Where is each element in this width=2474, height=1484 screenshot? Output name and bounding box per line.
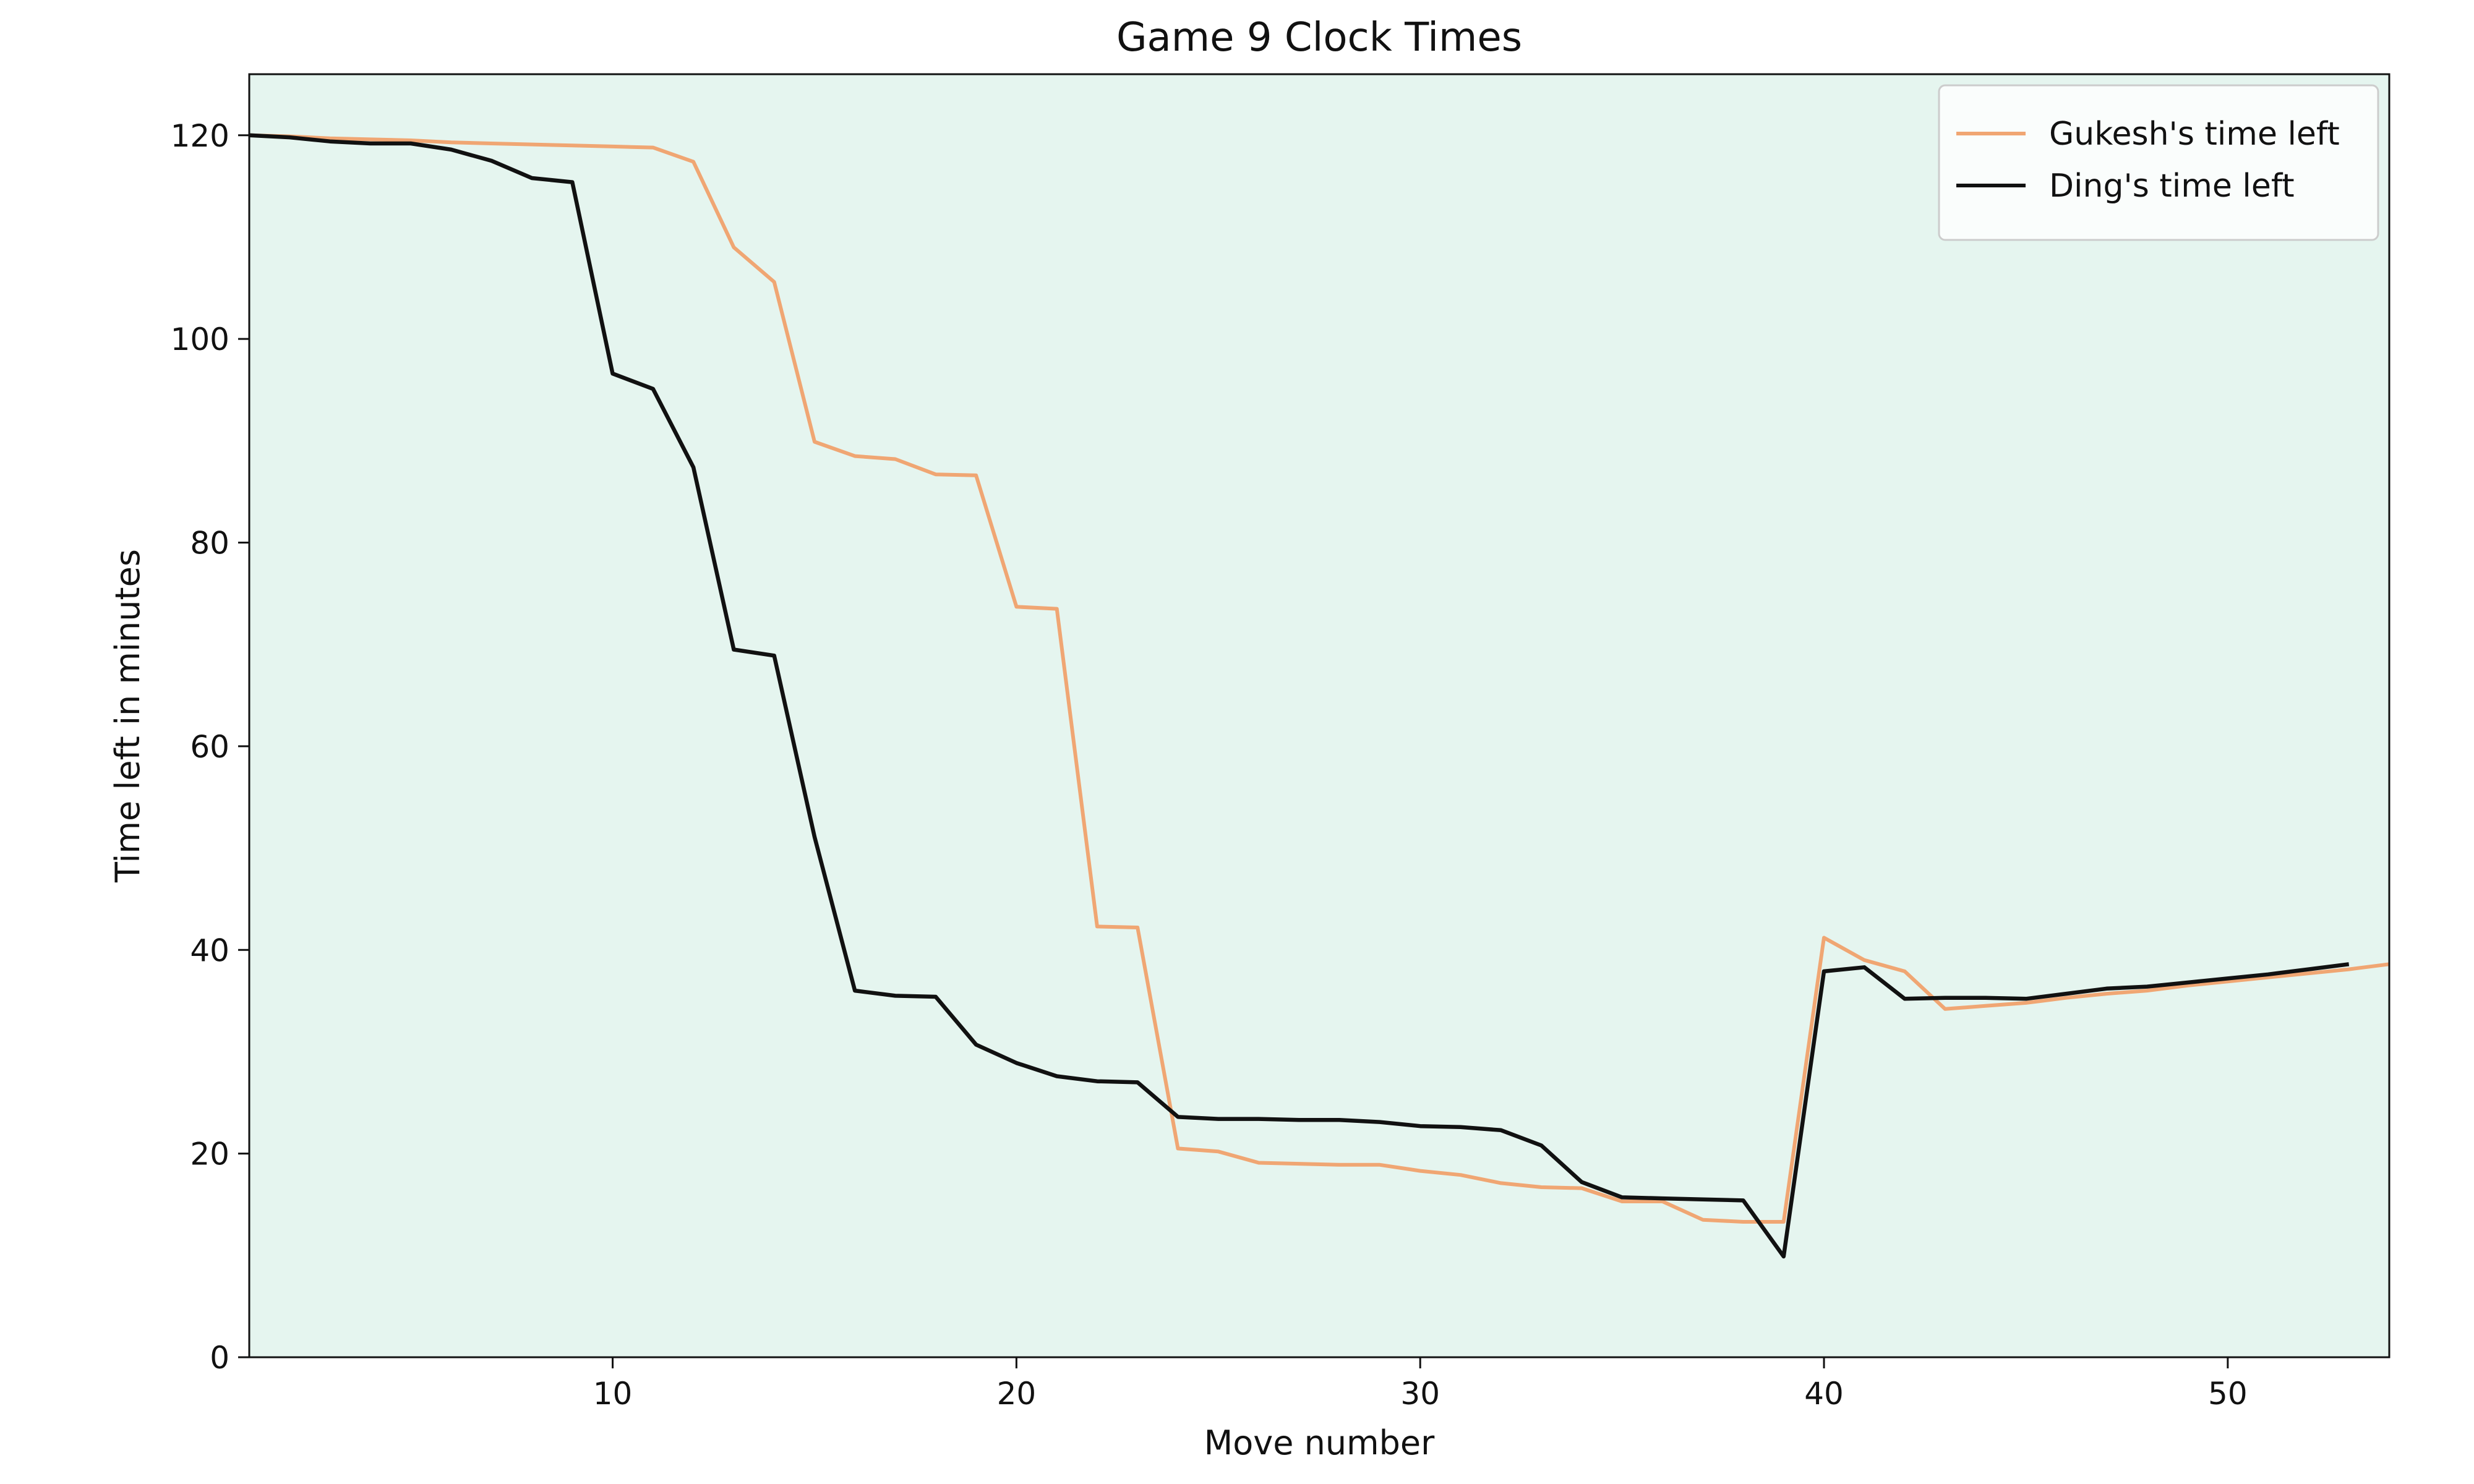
- y-tick-label: 0: [210, 1340, 229, 1376]
- legend: Gukesh's time left Ding's time left: [1938, 84, 2379, 241]
- x-tick-label: 40: [1804, 1376, 1844, 1412]
- x-tick-label: 20: [997, 1376, 1037, 1412]
- x-tick-label: 50: [2208, 1376, 2248, 1412]
- y-axis: 0 20 40 60 80 100 120: [171, 118, 249, 1376]
- x-axis-label: Move number: [1204, 1423, 1436, 1462]
- legend-box: [1938, 84, 2379, 241]
- chart-title: Game 9 Clock Times: [1116, 15, 1522, 61]
- legend-label-gukesh: Gukesh's time left: [2049, 116, 2340, 153]
- y-axis-label: Time left in minutes: [108, 549, 147, 883]
- y-tick-label: 40: [190, 932, 229, 968]
- y-tick-label: 80: [190, 526, 229, 561]
- series-line-ding: [249, 133, 2350, 1259]
- plot-frame: [248, 73, 2391, 1358]
- x-axis: 10 20 30 40 50: [593, 1357, 2248, 1412]
- plot-area: [249, 74, 2389, 1357]
- y-tick-label: 60: [190, 729, 229, 765]
- series-layer: [249, 133, 2390, 1259]
- y-tick-label: 20: [190, 1136, 229, 1172]
- x-tick-label: 10: [593, 1376, 633, 1412]
- y-tick-label: 120: [171, 118, 229, 154]
- y-tick-label: 100: [171, 322, 229, 357]
- series-line-gukesh: [249, 133, 2390, 1224]
- x-tick-label: 30: [1400, 1376, 1440, 1412]
- legend-label-ding: Ding's time left: [2049, 168, 2295, 205]
